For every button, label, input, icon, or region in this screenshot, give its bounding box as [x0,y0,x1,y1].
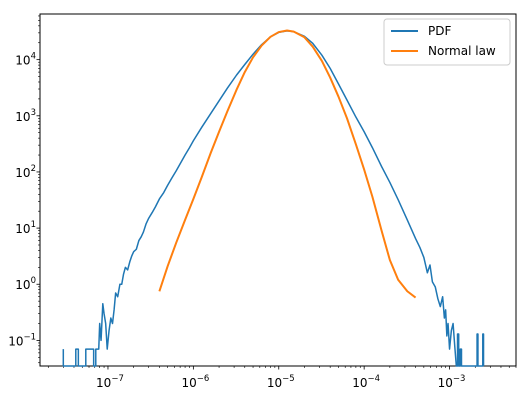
y-axis-ticks: 10−1 100 101 102 103 104 [8,15,40,364]
x-tick-label: 10−6 [181,374,209,390]
series-line-normal-law [158,29,417,299]
legend: PDF Normal law [383,18,511,66]
legend-label-pdf: PDF [428,24,451,38]
series-layer [62,29,485,367]
y-tick-label: 10−1 [8,332,36,348]
y-tick-label: 104 [15,52,36,68]
y-tick-label: 103 [15,108,36,124]
plot-frame [39,13,517,367]
y-tick-label: 102 [15,164,36,180]
x-tick-label: 10−3 [438,374,466,390]
y-tick-label: 100 [15,276,36,292]
x-axis-ticks: 10−7 10−6 10−5 10−4 10−3 [47,366,517,390]
x-tick-label: 10−7 [96,374,124,390]
x-tick-label: 10−4 [352,374,380,390]
y-tick-label: 101 [15,220,36,236]
x-tick-label: 10−5 [267,374,295,390]
series-line-pdf [62,30,485,367]
legend-label-normal-law: Normal law [428,44,496,58]
